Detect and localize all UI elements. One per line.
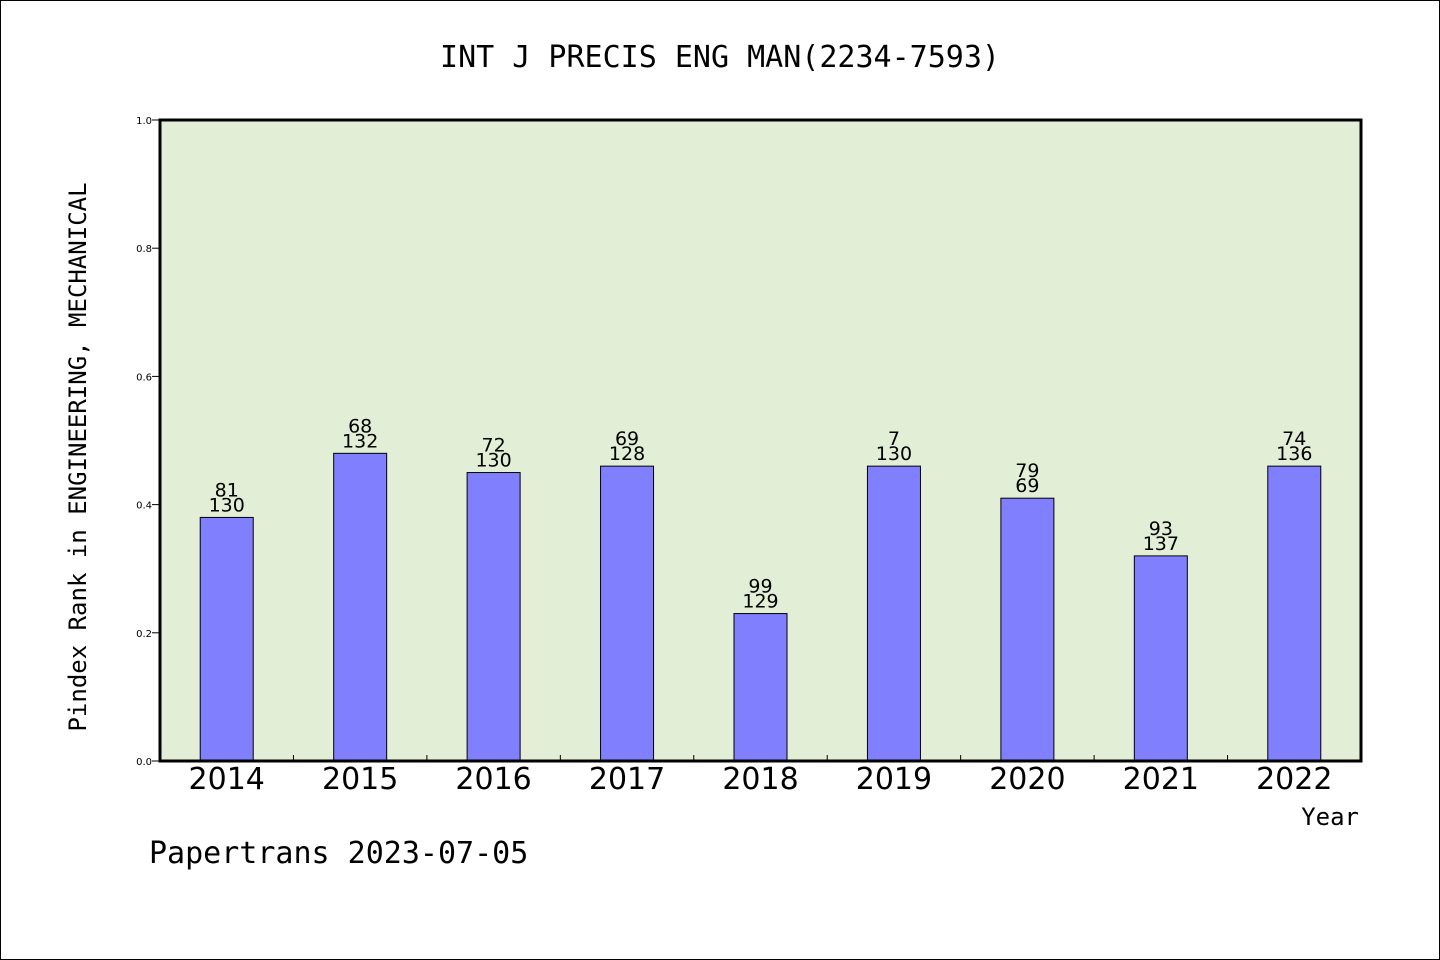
data-label-top: 74 <box>1282 428 1306 450</box>
x-tick-label: 2018 <box>722 762 798 797</box>
data-label-bottom: 128 <box>609 443 645 465</box>
data-label-top: 7 <box>888 428 900 450</box>
data-label-bottom: 69 <box>1015 475 1039 497</box>
y-axis-ticks: 0.0 0.2 0.4 0.6 0.8 1.0 <box>136 116 160 768</box>
bar-2016 <box>466 472 521 762</box>
data-label-top: 93 <box>1149 518 1173 540</box>
x-axis-label: Year <box>1301 803 1359 831</box>
x-tick-label: 2022 <box>1256 762 1332 797</box>
data-label-bottom: 137 <box>1143 533 1179 555</box>
x-axis-ticks: 2014 2015 2016 2017 2018 2019 2020 2021 2022 <box>189 755 1332 797</box>
bar-2014 <box>199 516 254 762</box>
bar-2019 <box>866 465 921 762</box>
bars-group <box>199 452 1322 762</box>
bar-2018 <box>733 613 788 762</box>
y-tick-label: 1.0 <box>136 116 152 127</box>
data-label-top: 81 <box>215 479 239 501</box>
data-label-bottom: 130 <box>475 450 511 472</box>
x-tick-label: 2020 <box>989 762 1065 797</box>
data-label-bottom: 132 <box>342 430 378 452</box>
y-tick-label: 0.2 <box>136 629 152 640</box>
chart-title: INT J PRECIS ENG MAN(2234-7593) <box>440 40 1000 75</box>
data-label-top: 99 <box>748 576 772 598</box>
bar-2017 <box>600 465 655 762</box>
data-label-bottom: 129 <box>742 591 778 613</box>
data-label-bottom: 130 <box>876 443 912 465</box>
x-tick-label: 2019 <box>856 762 932 797</box>
bar-2021 <box>1133 555 1188 762</box>
bar-2020 <box>1000 497 1055 762</box>
data-label-top: 68 <box>348 415 372 437</box>
x-tick-label: 2014 <box>189 762 265 797</box>
bar-2022 <box>1267 465 1322 762</box>
y-tick-label: 0.4 <box>136 501 152 512</box>
y-axis-label: Pindex Rank in ENGINEERING, MECHANICAL <box>64 182 92 731</box>
data-label-top: 69 <box>615 428 639 450</box>
x-tick-label: 2016 <box>455 762 531 797</box>
y-tick-label: 0.0 <box>136 757 152 768</box>
bar-2015 <box>333 452 388 762</box>
data-label-bottom: 130 <box>209 494 245 516</box>
footer-text: Papertrans 2023-07-05 <box>149 836 528 871</box>
x-tick-label: 2015 <box>322 762 398 797</box>
data-label-top: 79 <box>1015 460 1039 482</box>
data-label-bottom: 136 <box>1276 443 1312 465</box>
x-tick-label: 2021 <box>1123 762 1199 797</box>
data-label-top: 72 <box>482 435 506 457</box>
y-tick-label: 0.8 <box>136 244 152 255</box>
x-tick-label: 2017 <box>589 762 665 797</box>
y-tick-label: 0.6 <box>136 372 152 383</box>
plot-border <box>158 118 1363 763</box>
